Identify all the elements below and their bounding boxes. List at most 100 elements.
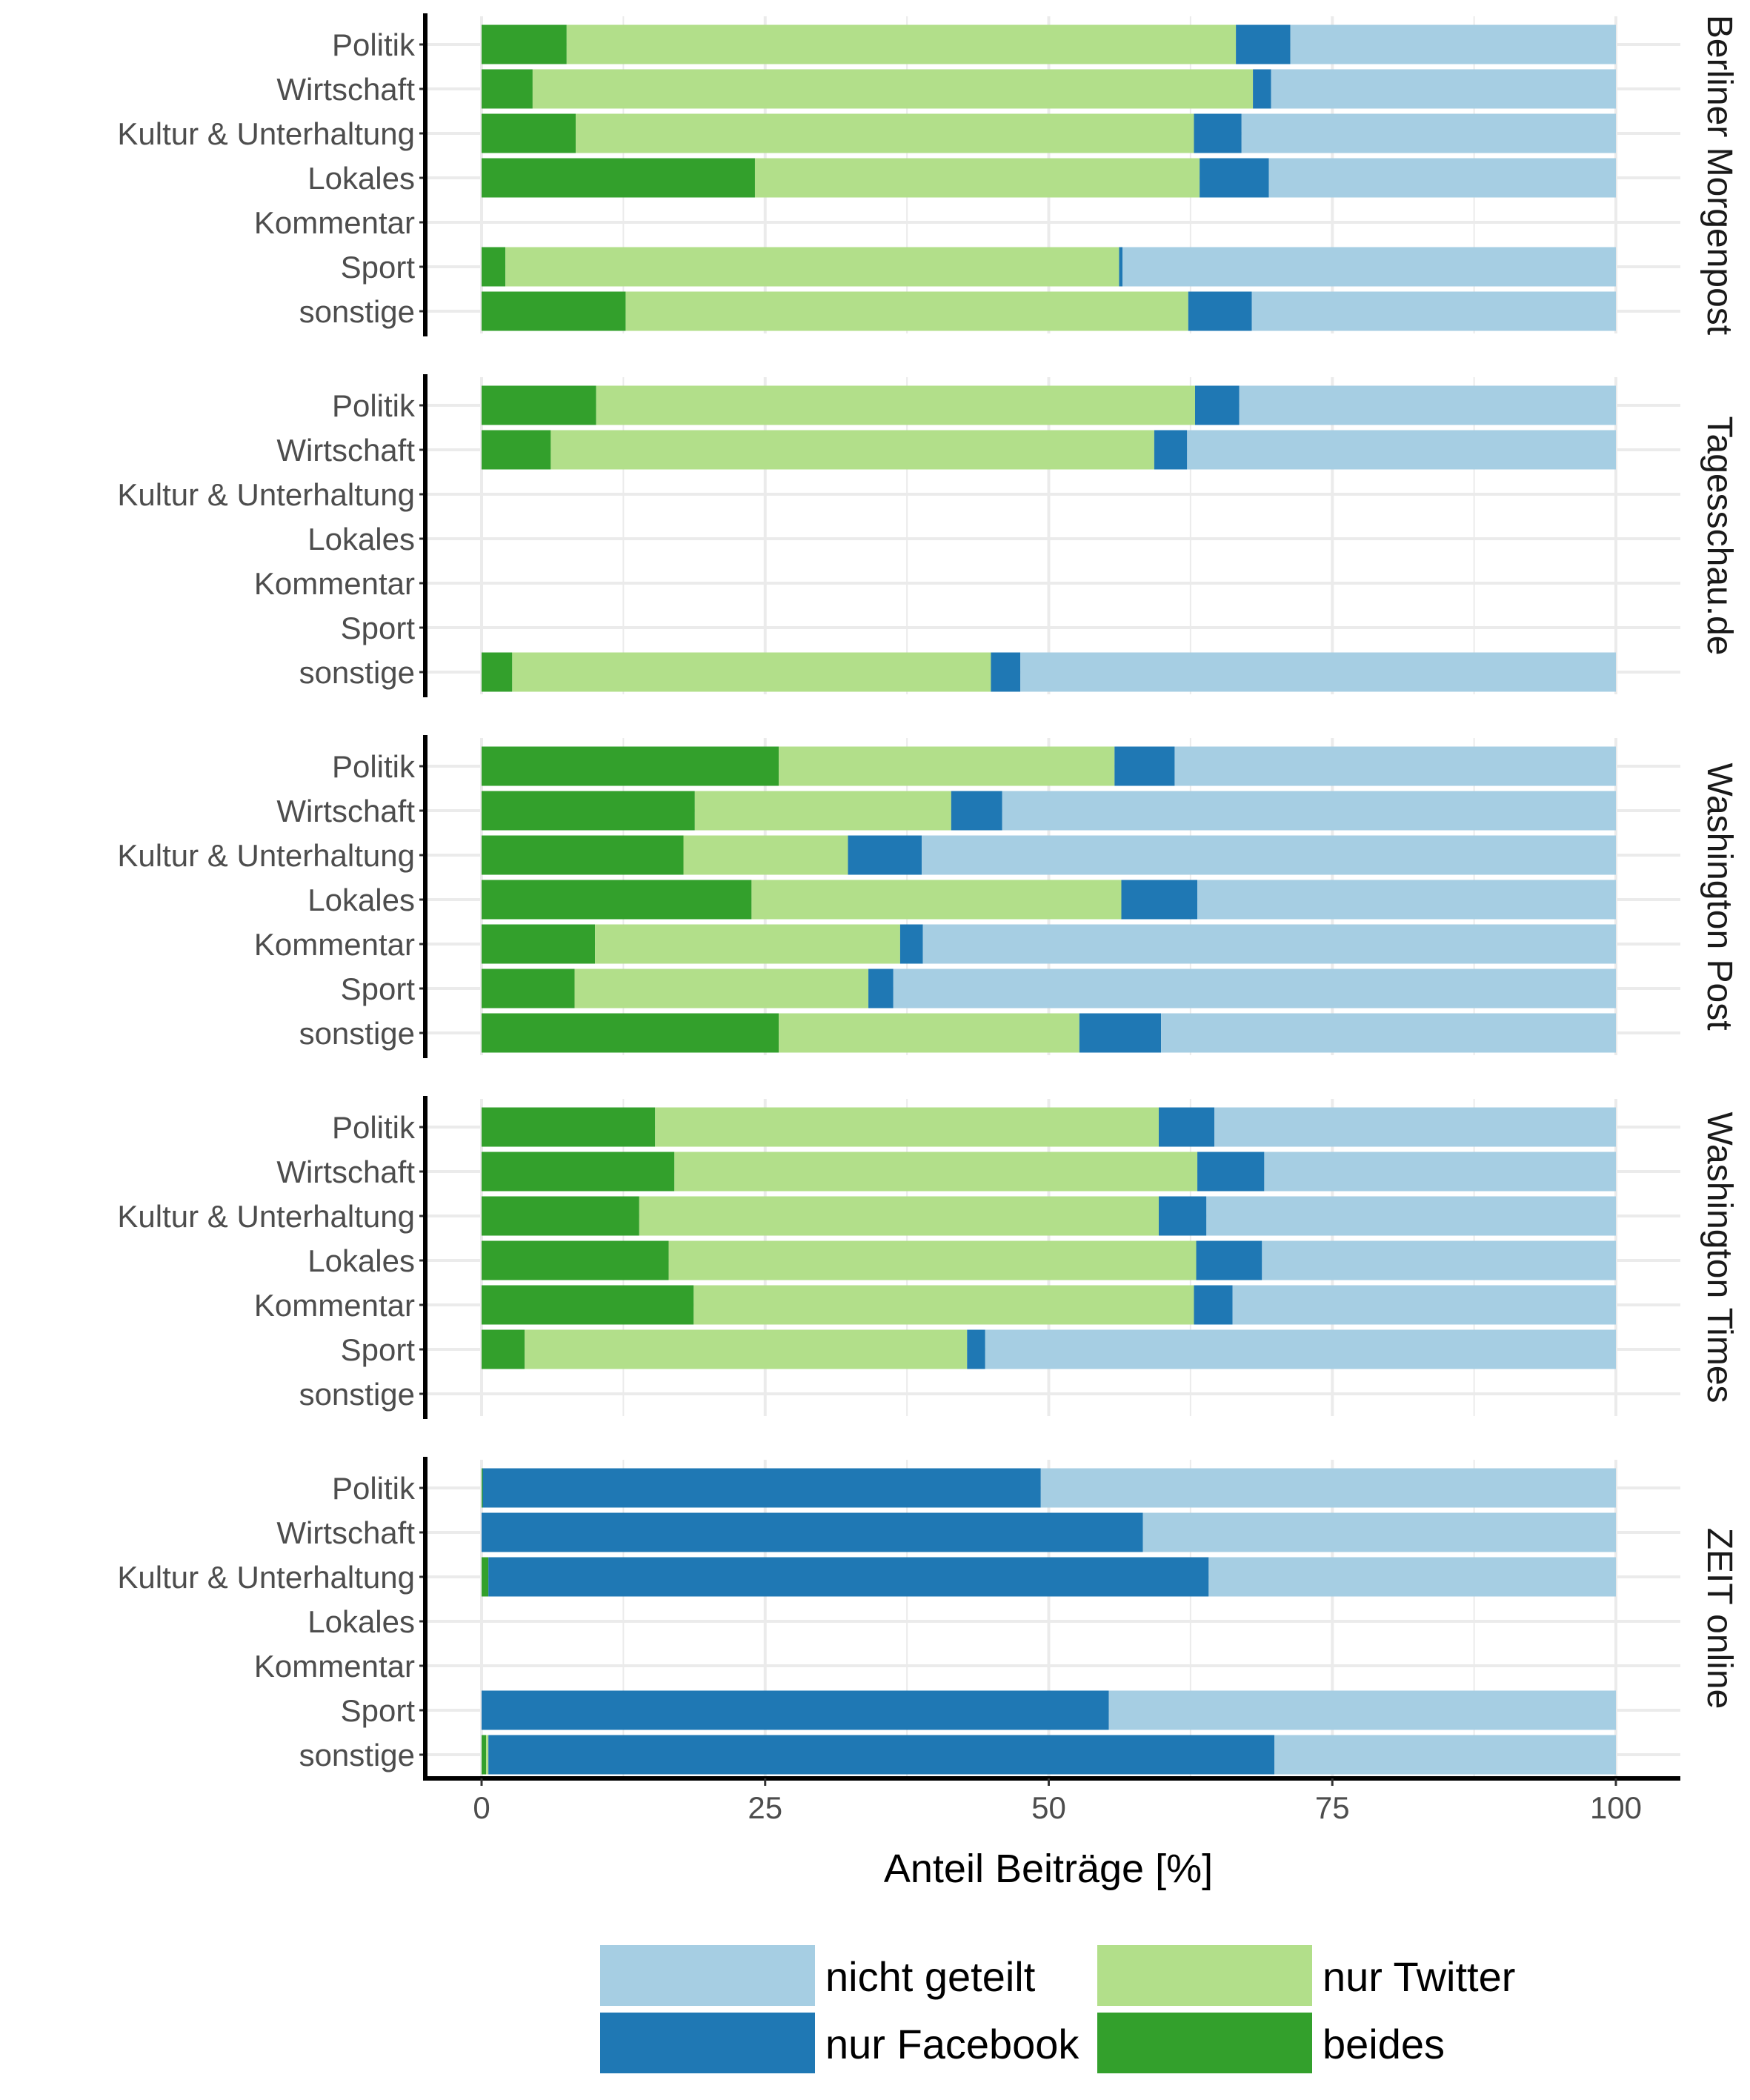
facet-strip-label: ZEIT online bbox=[1700, 1528, 1739, 1709]
bar-segment-nur-facebook bbox=[482, 1690, 1109, 1730]
bar-segment-nur-twitter bbox=[683, 835, 848, 875]
y-tick-label: sonstige bbox=[299, 1016, 415, 1051]
bar-segment-nicht-geteilt bbox=[1232, 1285, 1616, 1325]
bar-segment-nur-facebook bbox=[951, 791, 1002, 831]
bar-segment-beides bbox=[482, 1735, 487, 1775]
bar-segment-nur-facebook bbox=[1188, 291, 1252, 331]
legend-item: beides bbox=[1097, 2013, 1445, 2073]
bar-segment-nur-facebook bbox=[1253, 69, 1271, 109]
bar-segment-nicht-geteilt bbox=[1020, 652, 1616, 692]
y-tick-label: Sport bbox=[341, 1332, 416, 1367]
bar-segment-nur-twitter bbox=[655, 1107, 1160, 1147]
bar-segment-nur-twitter bbox=[595, 924, 900, 964]
bar-segment-nicht-geteilt bbox=[893, 968, 1616, 1009]
bar-segment-nur-facebook bbox=[899, 924, 923, 964]
legend-key bbox=[600, 1945, 815, 2006]
bar-segment-nur-twitter bbox=[505, 247, 1119, 287]
bar-segment-beides bbox=[482, 113, 576, 153]
bar-segment-beides bbox=[482, 1285, 694, 1325]
legend-label: nur Facebook bbox=[825, 2021, 1079, 2067]
y-tick-label: Wirtschaft bbox=[276, 794, 415, 828]
legend-item: nicht geteilt bbox=[600, 1945, 1036, 2006]
facet-strip-label: Berliner Morgenpost bbox=[1700, 15, 1739, 335]
legend: nicht geteilt nur Twitter nur Facebook beid… bbox=[600, 1945, 1515, 2073]
bar-segment-nur-facebook bbox=[482, 1468, 1041, 1508]
bar-segment-beides bbox=[482, 1196, 639, 1236]
y-tick-label: Wirtschaft bbox=[276, 1515, 415, 1550]
facet-panel: Politik Wirtschaft Kultur & Unterhaltung Lo… bbox=[117, 13, 1739, 336]
bar-segment-nur-twitter bbox=[779, 1013, 1079, 1053]
bar-segment-beides bbox=[482, 652, 513, 692]
bar-segment-nur-twitter bbox=[779, 746, 1115, 786]
bar-segment-beides bbox=[482, 1013, 779, 1053]
facet-panels: Politik Wirtschaft Kultur & Unterhaltung Lo… bbox=[117, 13, 1739, 1780]
y-tick-label: Politik bbox=[332, 388, 416, 423]
bar-segment-nur-facebook bbox=[488, 1735, 1275, 1775]
bar-segment-nicht-geteilt bbox=[1251, 291, 1616, 331]
bar-segment-beides bbox=[482, 1329, 525, 1369]
bar-segment-nur-facebook bbox=[1236, 24, 1291, 64]
bar-segment-beides bbox=[482, 791, 695, 831]
y-tick-label: sonstige bbox=[299, 1377, 415, 1412]
bar-segment-nicht-geteilt bbox=[1108, 1690, 1616, 1730]
x-tick-label: 0 bbox=[473, 1790, 490, 1825]
y-tick-label: Lokales bbox=[307, 522, 415, 556]
bar-segment-nur-twitter bbox=[693, 1285, 1194, 1325]
x-tick-label: 75 bbox=[1315, 1790, 1350, 1825]
bar-segment-beides bbox=[482, 385, 596, 425]
bar-segment-nur-twitter bbox=[668, 1240, 1197, 1280]
facet-panel: Politik Wirtschaft Kultur & Unterhaltung Lo… bbox=[117, 1096, 1739, 1419]
facet-strip-label: Tagesschau.de bbox=[1700, 416, 1739, 656]
bar-segment-nicht-geteilt bbox=[1290, 24, 1616, 64]
y-tick-label: sonstige bbox=[299, 655, 415, 690]
bar-segment-beides bbox=[482, 158, 755, 198]
y-tick-label: Lokales bbox=[307, 883, 415, 917]
bar-segment-nur-twitter bbox=[576, 113, 1194, 153]
bar-segment-nur-facebook bbox=[1194, 1285, 1233, 1325]
y-tick-label: Lokales bbox=[307, 161, 415, 196]
y-tick-label: Politik bbox=[332, 1471, 416, 1506]
bar-segment-nur-twitter bbox=[694, 791, 951, 831]
facet-strip-label: Washington Times bbox=[1700, 1112, 1739, 1403]
bar-segment-nicht-geteilt bbox=[1174, 746, 1616, 786]
legend-item: nur Facebook bbox=[600, 2013, 1079, 2073]
bar-segment-nur-twitter bbox=[550, 430, 1154, 470]
y-tick-label: Kultur & Unterhaltung bbox=[117, 116, 415, 151]
bar-segment-nur-facebook bbox=[482, 1512, 1143, 1552]
x-tick-label: 50 bbox=[1031, 1790, 1066, 1825]
bar-segment-nicht-geteilt bbox=[1268, 158, 1616, 198]
bar-segment-nur-twitter bbox=[512, 652, 991, 692]
bar-segment-nur-facebook bbox=[488, 1557, 1209, 1597]
bar-segment-nicht-geteilt bbox=[1274, 1735, 1616, 1775]
facet-panel: Politik Wirtschaft Kultur & Unterhaltung Lo… bbox=[117, 374, 1739, 697]
bar-segment-nicht-geteilt bbox=[1239, 385, 1616, 425]
legend-label: nur Twitter bbox=[1323, 1953, 1515, 2000]
bar-segment-nur-facebook bbox=[1121, 880, 1198, 920]
bar-segment-nur-facebook bbox=[1114, 746, 1175, 786]
bar-segment-beides bbox=[482, 1107, 656, 1147]
bar-segment-beides bbox=[482, 835, 684, 875]
bar-segment-beides bbox=[482, 24, 567, 64]
bar-segment-nicht-geteilt bbox=[1214, 1107, 1616, 1147]
y-tick-label: Sport bbox=[341, 971, 416, 1006]
bar-segment-beides bbox=[482, 968, 575, 1009]
bar-segment-nur-facebook bbox=[1079, 1013, 1162, 1053]
x-axis: 0 25 50 75 100 bbox=[423, 1776, 1680, 1825]
y-tick-label: Politik bbox=[332, 27, 416, 62]
y-tick-label: Lokales bbox=[307, 1243, 415, 1278]
facet-panel: Politik Wirtschaft Kultur & Unterhaltung Lo… bbox=[117, 735, 1739, 1058]
bar-segment-beides bbox=[482, 69, 533, 109]
bar-segment-nicht-geteilt bbox=[1040, 1468, 1616, 1508]
legend-label: beides bbox=[1323, 2021, 1445, 2067]
legend-key bbox=[600, 2013, 815, 2073]
y-tick-label: Kultur & Unterhaltung bbox=[117, 1560, 415, 1595]
bar-segment-beides bbox=[482, 291, 626, 331]
x-axis-title: Anteil Beiträge [%] bbox=[884, 1847, 1213, 1891]
y-tick-label: Kultur & Unterhaltung bbox=[117, 838, 415, 873]
bar-segment-nur-twitter bbox=[525, 1329, 968, 1369]
bar-segment-nicht-geteilt bbox=[985, 1329, 1616, 1369]
bar-segment-beides bbox=[482, 1240, 669, 1280]
y-tick-label: Kommentar bbox=[254, 566, 415, 601]
bar-segment-nur-twitter bbox=[625, 291, 1188, 331]
bar-segment-beides bbox=[482, 924, 596, 964]
